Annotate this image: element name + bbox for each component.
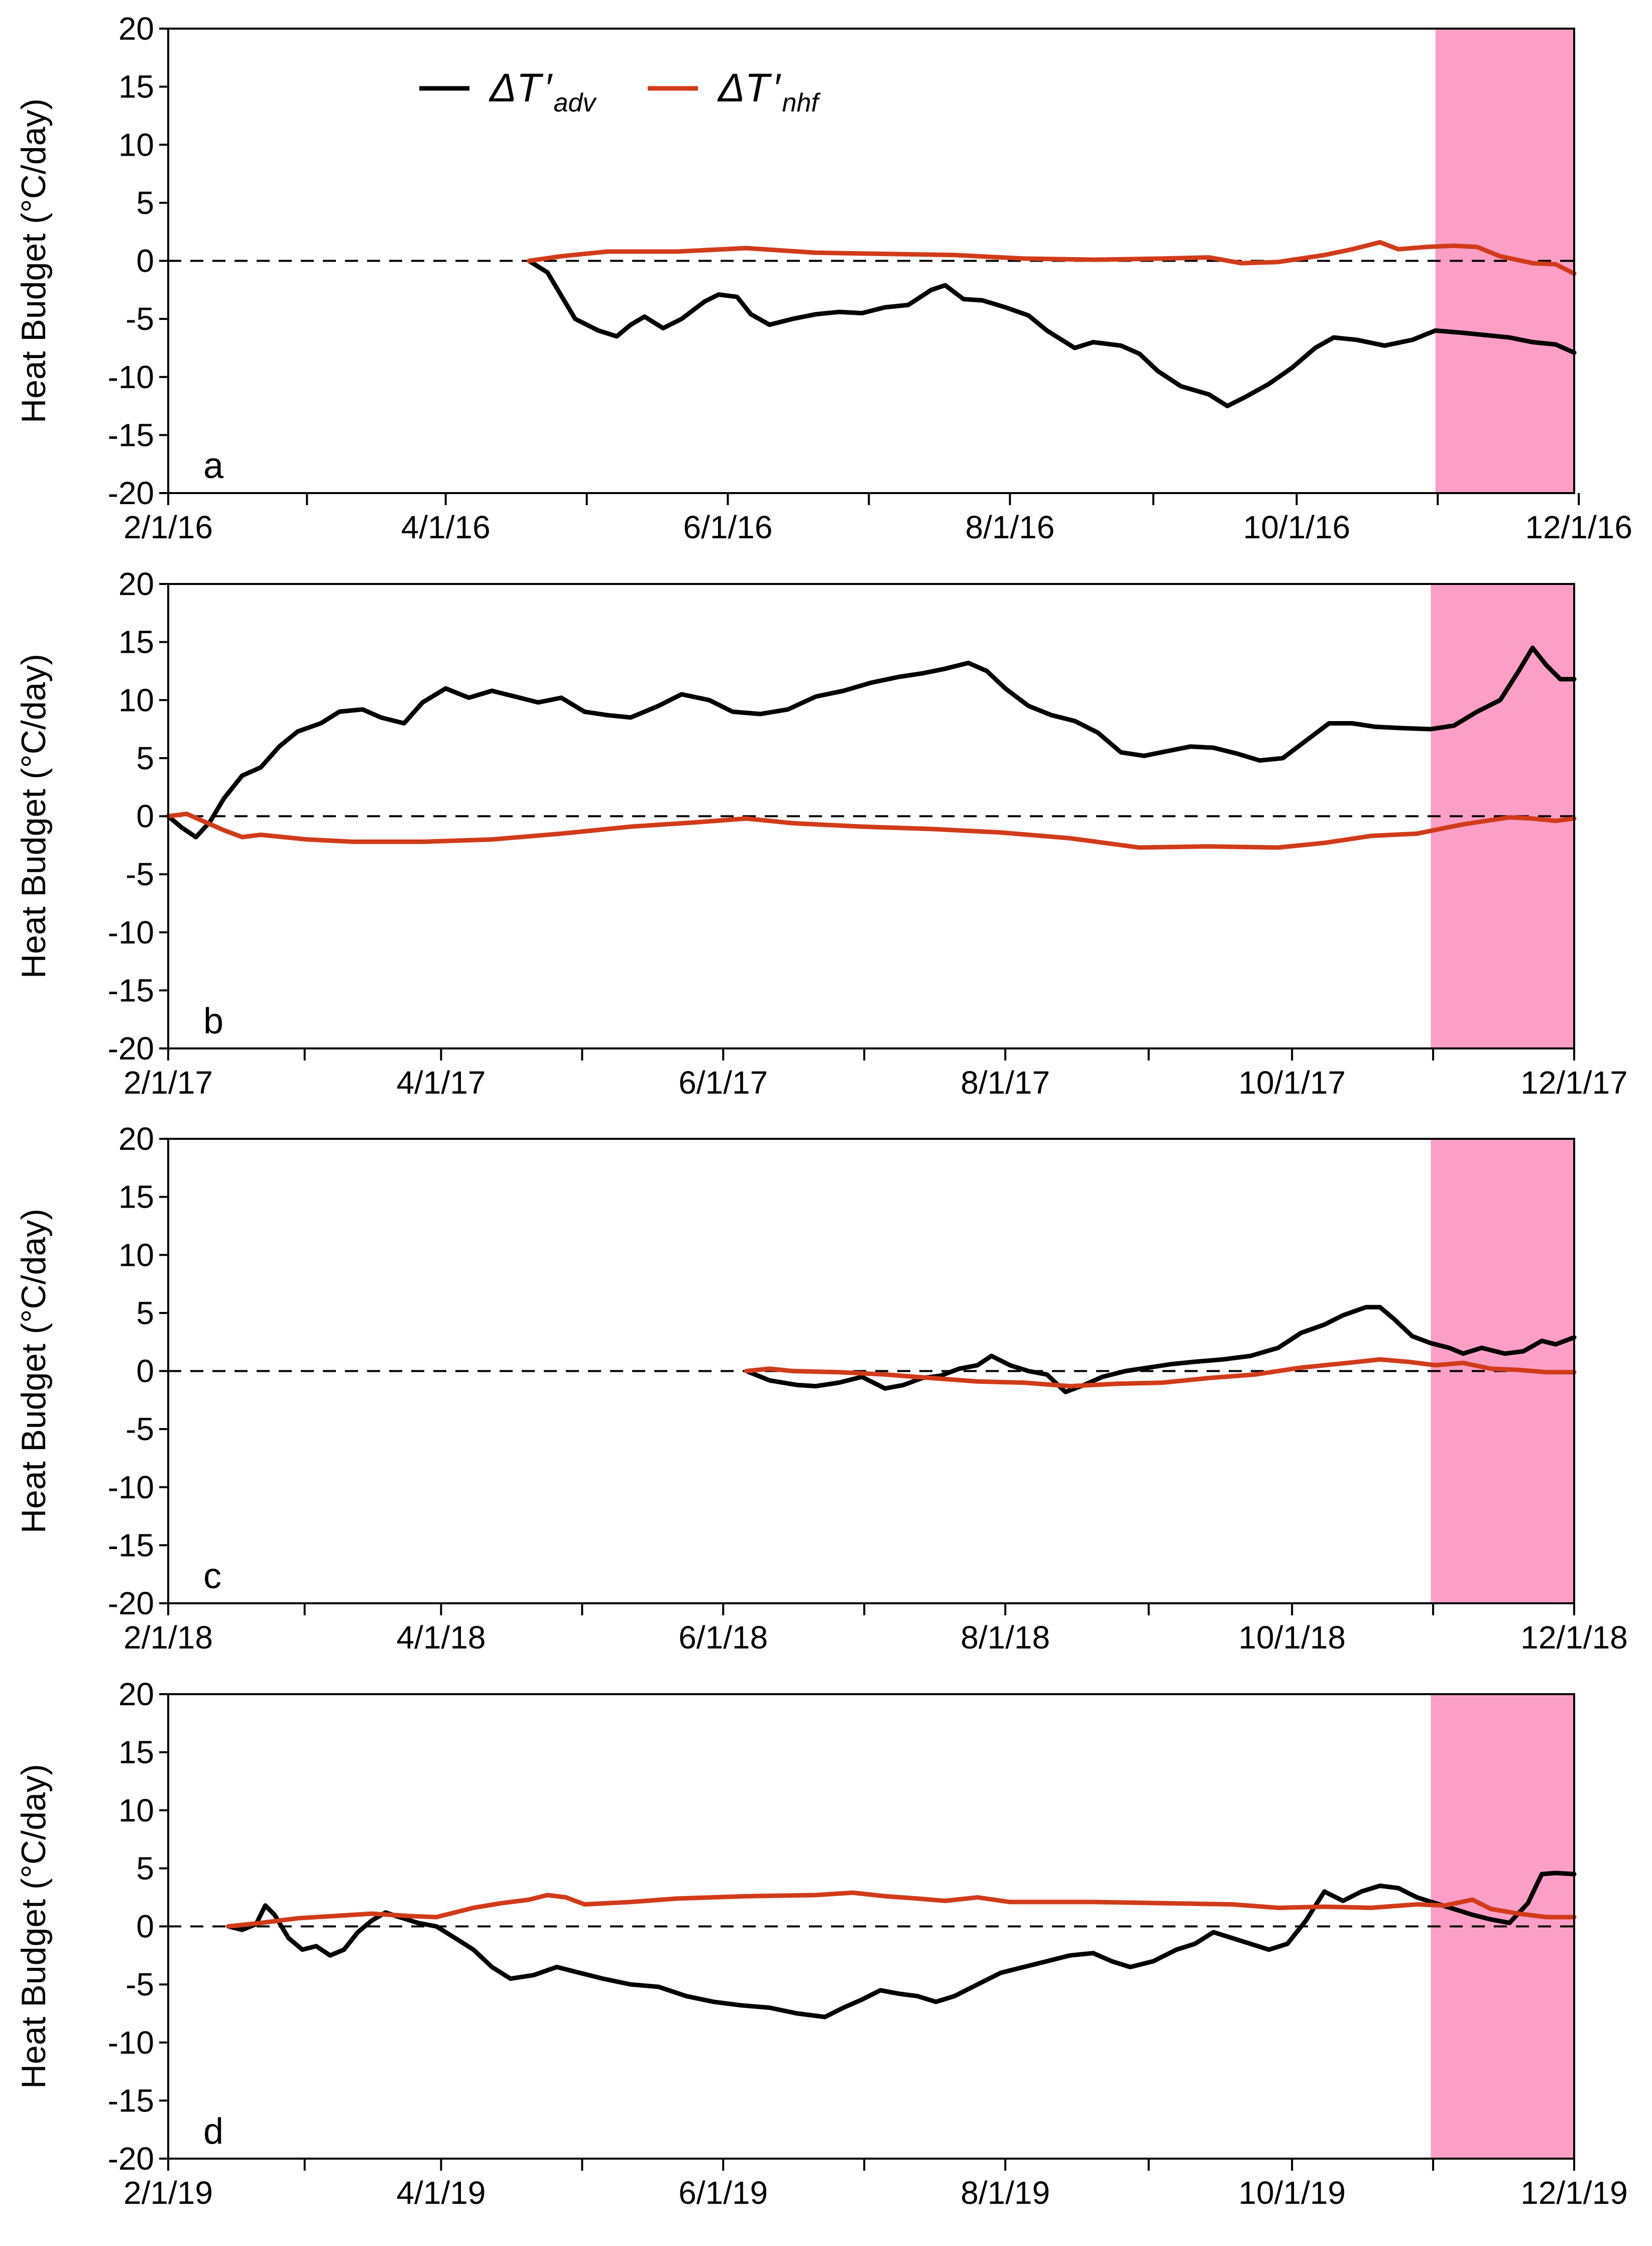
x-tick-label: 8/1/16 [965,509,1054,545]
y-tick-label: -10 [108,914,155,951]
y-tick-label: -10 [108,359,155,395]
y-tick-label: -15 [108,2082,155,2118]
x-tick-label: 10/1/18 [1238,1619,1346,1656]
panel-letter: b [203,1001,223,1041]
y-tick-label: 20 [119,566,154,602]
series-line-adv [744,1305,1577,1394]
series-line-adv [166,645,1577,840]
x-tick-label: 12/1/16 [1525,509,1632,545]
panel-b: -20 -15 -10 -5 0 5 10 15 20 2/1/17 4/1/17 6/1/17 8/1… [15,566,1628,1101]
y-tick-label: 10 [119,682,154,718]
y-tick-label: 15 [119,69,154,105]
x-tick-label: 6/1/19 [678,2175,768,2211]
y-tick-label: -5 [126,1966,154,2002]
legend-adv-label: ΔT′adv [489,65,597,117]
y-tick-label: -20 [108,1030,155,1067]
y-tick-label: 20 [119,1676,154,1712]
y-tick-label: -20 [108,1585,155,1621]
y-tick-label: 10 [119,127,154,163]
x-tick-label: 10/1/17 [1238,1065,1346,1101]
y-tick-label: 15 [119,1734,154,1770]
panel-d: -20 -15 -10 -5 0 5 10 15 20 2/1/19 4/1/19 6/1/19 8/1… [15,1676,1628,2211]
x-tick-label: 4/1/19 [396,2175,486,2211]
x-tick-label: 8/1/18 [961,1619,1050,1656]
series-line-nhf [226,1890,1577,1929]
y-tick-label: -15 [108,417,155,453]
y-tick-label: 15 [119,1179,154,1215]
x-tick-label: 4/1/16 [401,509,491,545]
x-tick-label: 6/1/18 [678,1619,768,1656]
x-tick-label: 12/1/17 [1520,1065,1628,1101]
y-tick-label: 5 [136,1295,154,1331]
x-tick-label: 12/1/19 [1520,2175,1628,2211]
x-tick-label: 4/1/17 [396,1065,486,1101]
y-tick-label: 15 [119,624,154,660]
x-tick-label: 10/1/16 [1243,509,1351,545]
y-axis-label: Heat Budget (°C/day) [15,1764,53,2089]
y-tick-label: 10 [119,1237,154,1273]
series-line-nhf [166,811,1577,850]
x-tick-label: 10/1/19 [1238,2175,1346,2211]
x-tick-label: 2/1/17 [124,1065,213,1101]
y-tick-label: 0 [136,1353,154,1389]
y-tick-label: 5 [136,1850,154,1886]
y-tick-label: 0 [136,1909,154,1945]
y-tick-label: 5 [136,185,154,221]
legend: ΔT′adv ΔT′nhf [419,65,820,117]
y-tick-label: 5 [136,740,154,776]
y-tick-label: -10 [108,1469,155,1505]
x-tick-label: 8/1/17 [961,1065,1050,1101]
y-tick-label: 0 [136,798,154,835]
legend-nhf-label: ΔT′nhf [717,65,820,117]
series-line-nhf [526,240,1577,276]
y-tick-label: 20 [119,11,154,47]
x-tick-label: 6/1/16 [683,509,773,545]
panel-letter: d [203,2111,223,2152]
y-tick-label: -10 [108,2025,155,2061]
panel-letter: c [203,1556,221,1596]
y-tick-label: -5 [126,856,154,892]
x-tick-label: 8/1/19 [961,2175,1050,2211]
y-tick-label: -5 [126,301,154,337]
panels: -20 -15 -10 -5 0 5 10 15 20 2/1/16 4/1/16 6/1/16 8/1… [15,11,1632,2211]
y-tick-label: 20 [119,1121,154,1157]
panel-c: -20 -15 -10 -5 0 5 10 15 20 2/1/18 4/1/18 6/1/18 8/1… [15,1121,1628,1656]
x-tick-label: 6/1/17 [678,1065,768,1101]
y-tick-label: -15 [108,1527,155,1563]
x-tick-label: 4/1/18 [396,1619,486,1656]
x-tick-label: 2/1/16 [124,509,213,545]
y-tick-label: -20 [108,475,155,511]
y-axis-label: Heat Budget (°C/day) [15,654,53,979]
panel-a: -20 -15 -10 -5 0 5 10 15 20 2/1/16 4/1/16 6/1/16 8/1… [15,11,1632,545]
x-tick-label: 12/1/18 [1520,1619,1628,1656]
panel-letter: a [203,446,224,486]
y-tick-label: -15 [108,972,155,1008]
x-tick-label: 2/1/18 [124,1619,213,1656]
series-line-adv [526,259,1577,409]
x-tick-label: 2/1/19 [124,2175,213,2211]
series-line-nhf [744,1357,1577,1389]
y-axis-label: Heat Budget (°C/day) [15,98,53,423]
y-tick-label: -20 [108,2141,155,2177]
y-tick-label: -5 [126,1411,154,1447]
y-tick-label: 10 [119,1792,154,1828]
y-tick-label: 0 [136,243,154,279]
y-axis-label: Heat Budget (°C/day) [15,1209,53,1533]
